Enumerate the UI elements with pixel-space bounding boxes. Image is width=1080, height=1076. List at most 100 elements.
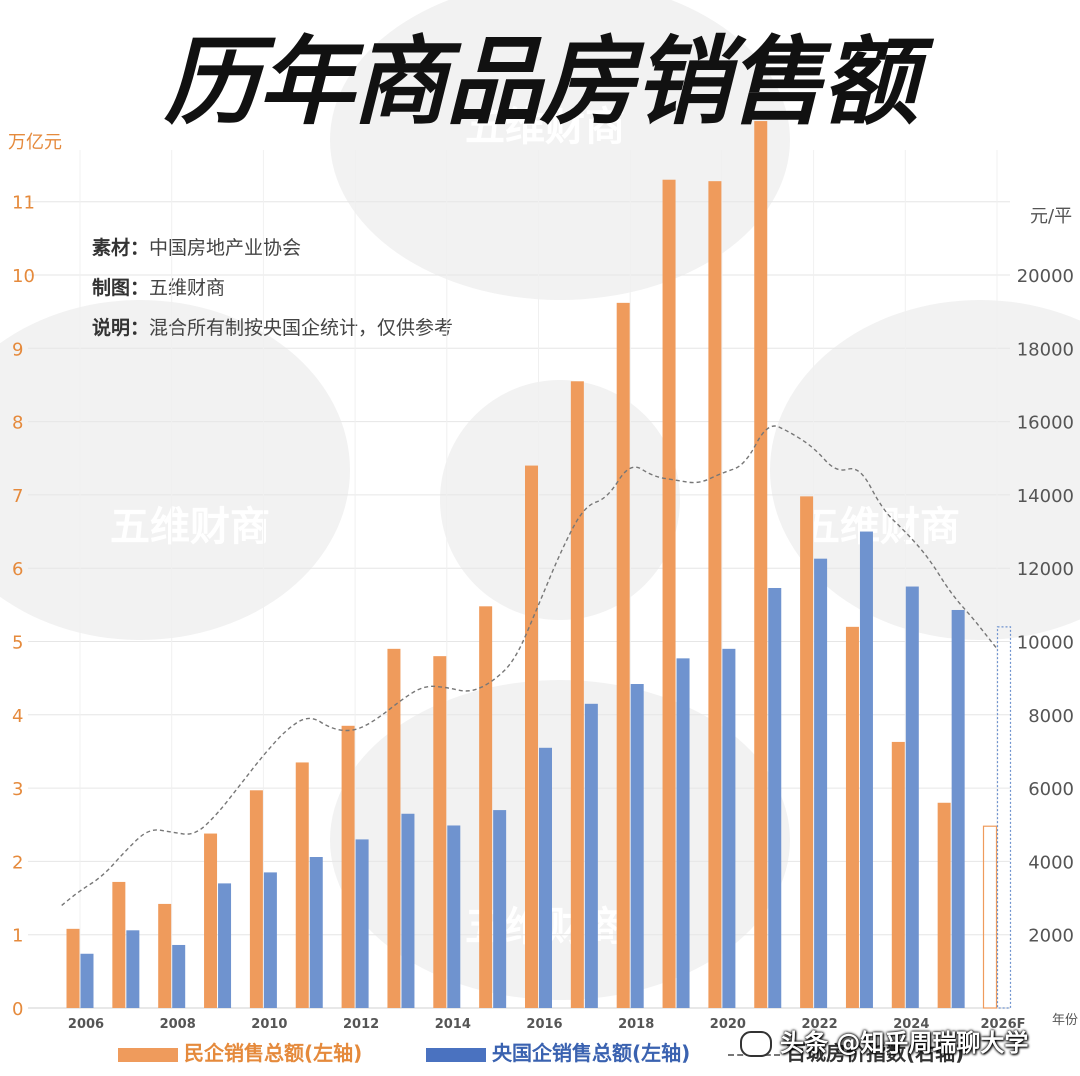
bar-state-2006 [80, 953, 94, 1008]
bar-state-2015 [493, 810, 507, 1008]
left-axis-tick: 4 [12, 706, 23, 727]
bar-state-2020 [722, 648, 736, 1008]
watermark-shape [0, 300, 350, 640]
bar-state-2012 [355, 839, 369, 1008]
x-tick-label: 2020 [710, 1017, 746, 1032]
right-axis-tick: 20000 [1017, 266, 1074, 287]
bar-private-2011 [295, 762, 309, 1008]
legend-label-index: 百城房价指数(右轴) [786, 1041, 965, 1065]
page-title: 历年商品房销售额 [164, 26, 918, 138]
x-tick-label: 2026F [980, 1017, 1025, 1032]
legend-item-state: 央国企销售总额(左轴) [426, 1038, 690, 1068]
legend-item-index: 百城房价指数(右轴) [728, 1038, 964, 1068]
bar-state-2019 [676, 658, 690, 1008]
left-axis-unit: 万亿元 [8, 132, 62, 153]
legend-label-state: 央国企销售总额(左轴) [492, 1041, 691, 1065]
x-tick-label: 2016 [526, 1017, 562, 1032]
left-axis-tick: 11 [12, 193, 35, 214]
bar-private-2017 [570, 381, 584, 1008]
right-axis-unit: 元/平 [1030, 206, 1073, 227]
watermark-text: 五维财商 [800, 504, 960, 550]
right-axis-tick: 12000 [1017, 559, 1074, 580]
x-tick-label: 2008 [160, 1017, 196, 1032]
left-axis-tick: 10 [12, 266, 35, 287]
bar-state-2017 [584, 703, 598, 1008]
bar-private-2007 [112, 881, 126, 1008]
left-axis-tick: 8 [12, 413, 23, 434]
index-line [61, 425, 998, 906]
note-author-key: 制图： [92, 277, 150, 299]
x-tick-label: 2024 [893, 1017, 929, 1032]
x-tick-label: 2022 [802, 1017, 838, 1032]
note-remark-value: 混合所有制按央国企统计，仅供参考 [149, 317, 454, 339]
bar-state-2016 [539, 747, 552, 1008]
left-axis-tick: 1 [12, 926, 23, 947]
note-author: 制图：五维财商 [92, 268, 453, 308]
bar-state-2007 [126, 930, 140, 1008]
bar-state-2018 [630, 684, 644, 1008]
x-axis-label: 年份 [1052, 1013, 1078, 1028]
left-axis-tick: 7 [12, 486, 23, 507]
right-axis-tick: 6000 [1028, 779, 1074, 800]
left-axis-tick: 2 [12, 852, 23, 873]
toutiao-logo-icon [740, 1031, 772, 1057]
bar-state-2026F [996, 626, 1012, 1009]
left-axis-tick: 0 [12, 999, 23, 1020]
legend-label-private: 民企销售总额(左轴) [184, 1041, 363, 1065]
bar-private-2014 [433, 656, 447, 1008]
left-axis-tick: 5 [12, 633, 23, 654]
bar-private-2019 [662, 179, 676, 1008]
bar-private-2008 [158, 903, 172, 1008]
note-source-key: 素材： [92, 237, 150, 259]
bar-state-2024 [905, 586, 919, 1008]
watermark-shape [770, 300, 1080, 640]
watermark-text: 五维财商 [110, 504, 270, 550]
right-axis-tick: 4000 [1028, 852, 1074, 873]
note-author-value: 五维财商 [149, 277, 226, 299]
right-axis-tick: 10000 [1017, 633, 1074, 654]
note-remark-key: 说明： [92, 317, 150, 339]
bar-state-2011 [309, 857, 323, 1008]
bar-state-2009 [218, 883, 232, 1008]
bar-state-2010 [263, 872, 277, 1008]
credit-watermark: 头条 @知乎周瑞聊大学 [740, 1025, 1028, 1061]
bar-private-2022 [800, 496, 814, 1008]
bar-private-2006 [66, 928, 80, 1008]
bar-private-2025 [937, 802, 951, 1008]
bar-private-2013 [387, 648, 401, 1008]
source-notes: 素材：中国房地产业协会 制图：五维财商 说明：混合所有制按央国企统计，仅供参考 [92, 228, 453, 348]
bar-private-2023 [845, 626, 859, 1008]
legend-item-private: 民企销售总额(左轴) [118, 1038, 362, 1068]
bar-state-2013 [401, 813, 415, 1008]
left-axis-tick: 6 [12, 559, 23, 580]
right-axis-tick: 8000 [1028, 706, 1074, 727]
bar-private-2010 [249, 790, 263, 1008]
bar-state-2025 [951, 609, 965, 1008]
bar-state-2021 [768, 587, 782, 1008]
bar-private-2024 [891, 741, 905, 1008]
bar-state-2014 [447, 825, 461, 1008]
bar-state-2008 [172, 944, 186, 1008]
bar-private-2009 [204, 833, 218, 1008]
x-tick-label: 2014 [435, 1017, 471, 1032]
bar-private-2015 [479, 606, 493, 1008]
x-tick-label: 2006 [68, 1017, 104, 1032]
bar-private-2018 [616, 302, 630, 1008]
right-axis-tick: 16000 [1017, 413, 1074, 434]
watermark-text: 五维财商 [465, 104, 625, 150]
credit-text: 头条 @知乎周瑞聊大学 [780, 1029, 1029, 1057]
left-axis-tick: 9 [12, 339, 23, 360]
bar-private-2026F [982, 825, 998, 1009]
bar-private-2012 [341, 725, 355, 1008]
x-tick-label: 2012 [343, 1017, 379, 1032]
note-remark: 说明：混合所有制按央国企统计，仅供参考 [92, 308, 453, 348]
x-tick-label: 2010 [251, 1017, 287, 1032]
left-axis-tick: 3 [12, 779, 23, 800]
bar-state-2023 [859, 531, 873, 1008]
bar-private-2020 [708, 181, 722, 1008]
x-tick-label: 2018 [618, 1017, 654, 1032]
legend-swatch-private [118, 1047, 178, 1062]
right-axis-tick: 14000 [1017, 486, 1074, 507]
right-axis-tick: 2000 [1028, 926, 1074, 947]
right-axis-tick: 18000 [1017, 339, 1074, 360]
